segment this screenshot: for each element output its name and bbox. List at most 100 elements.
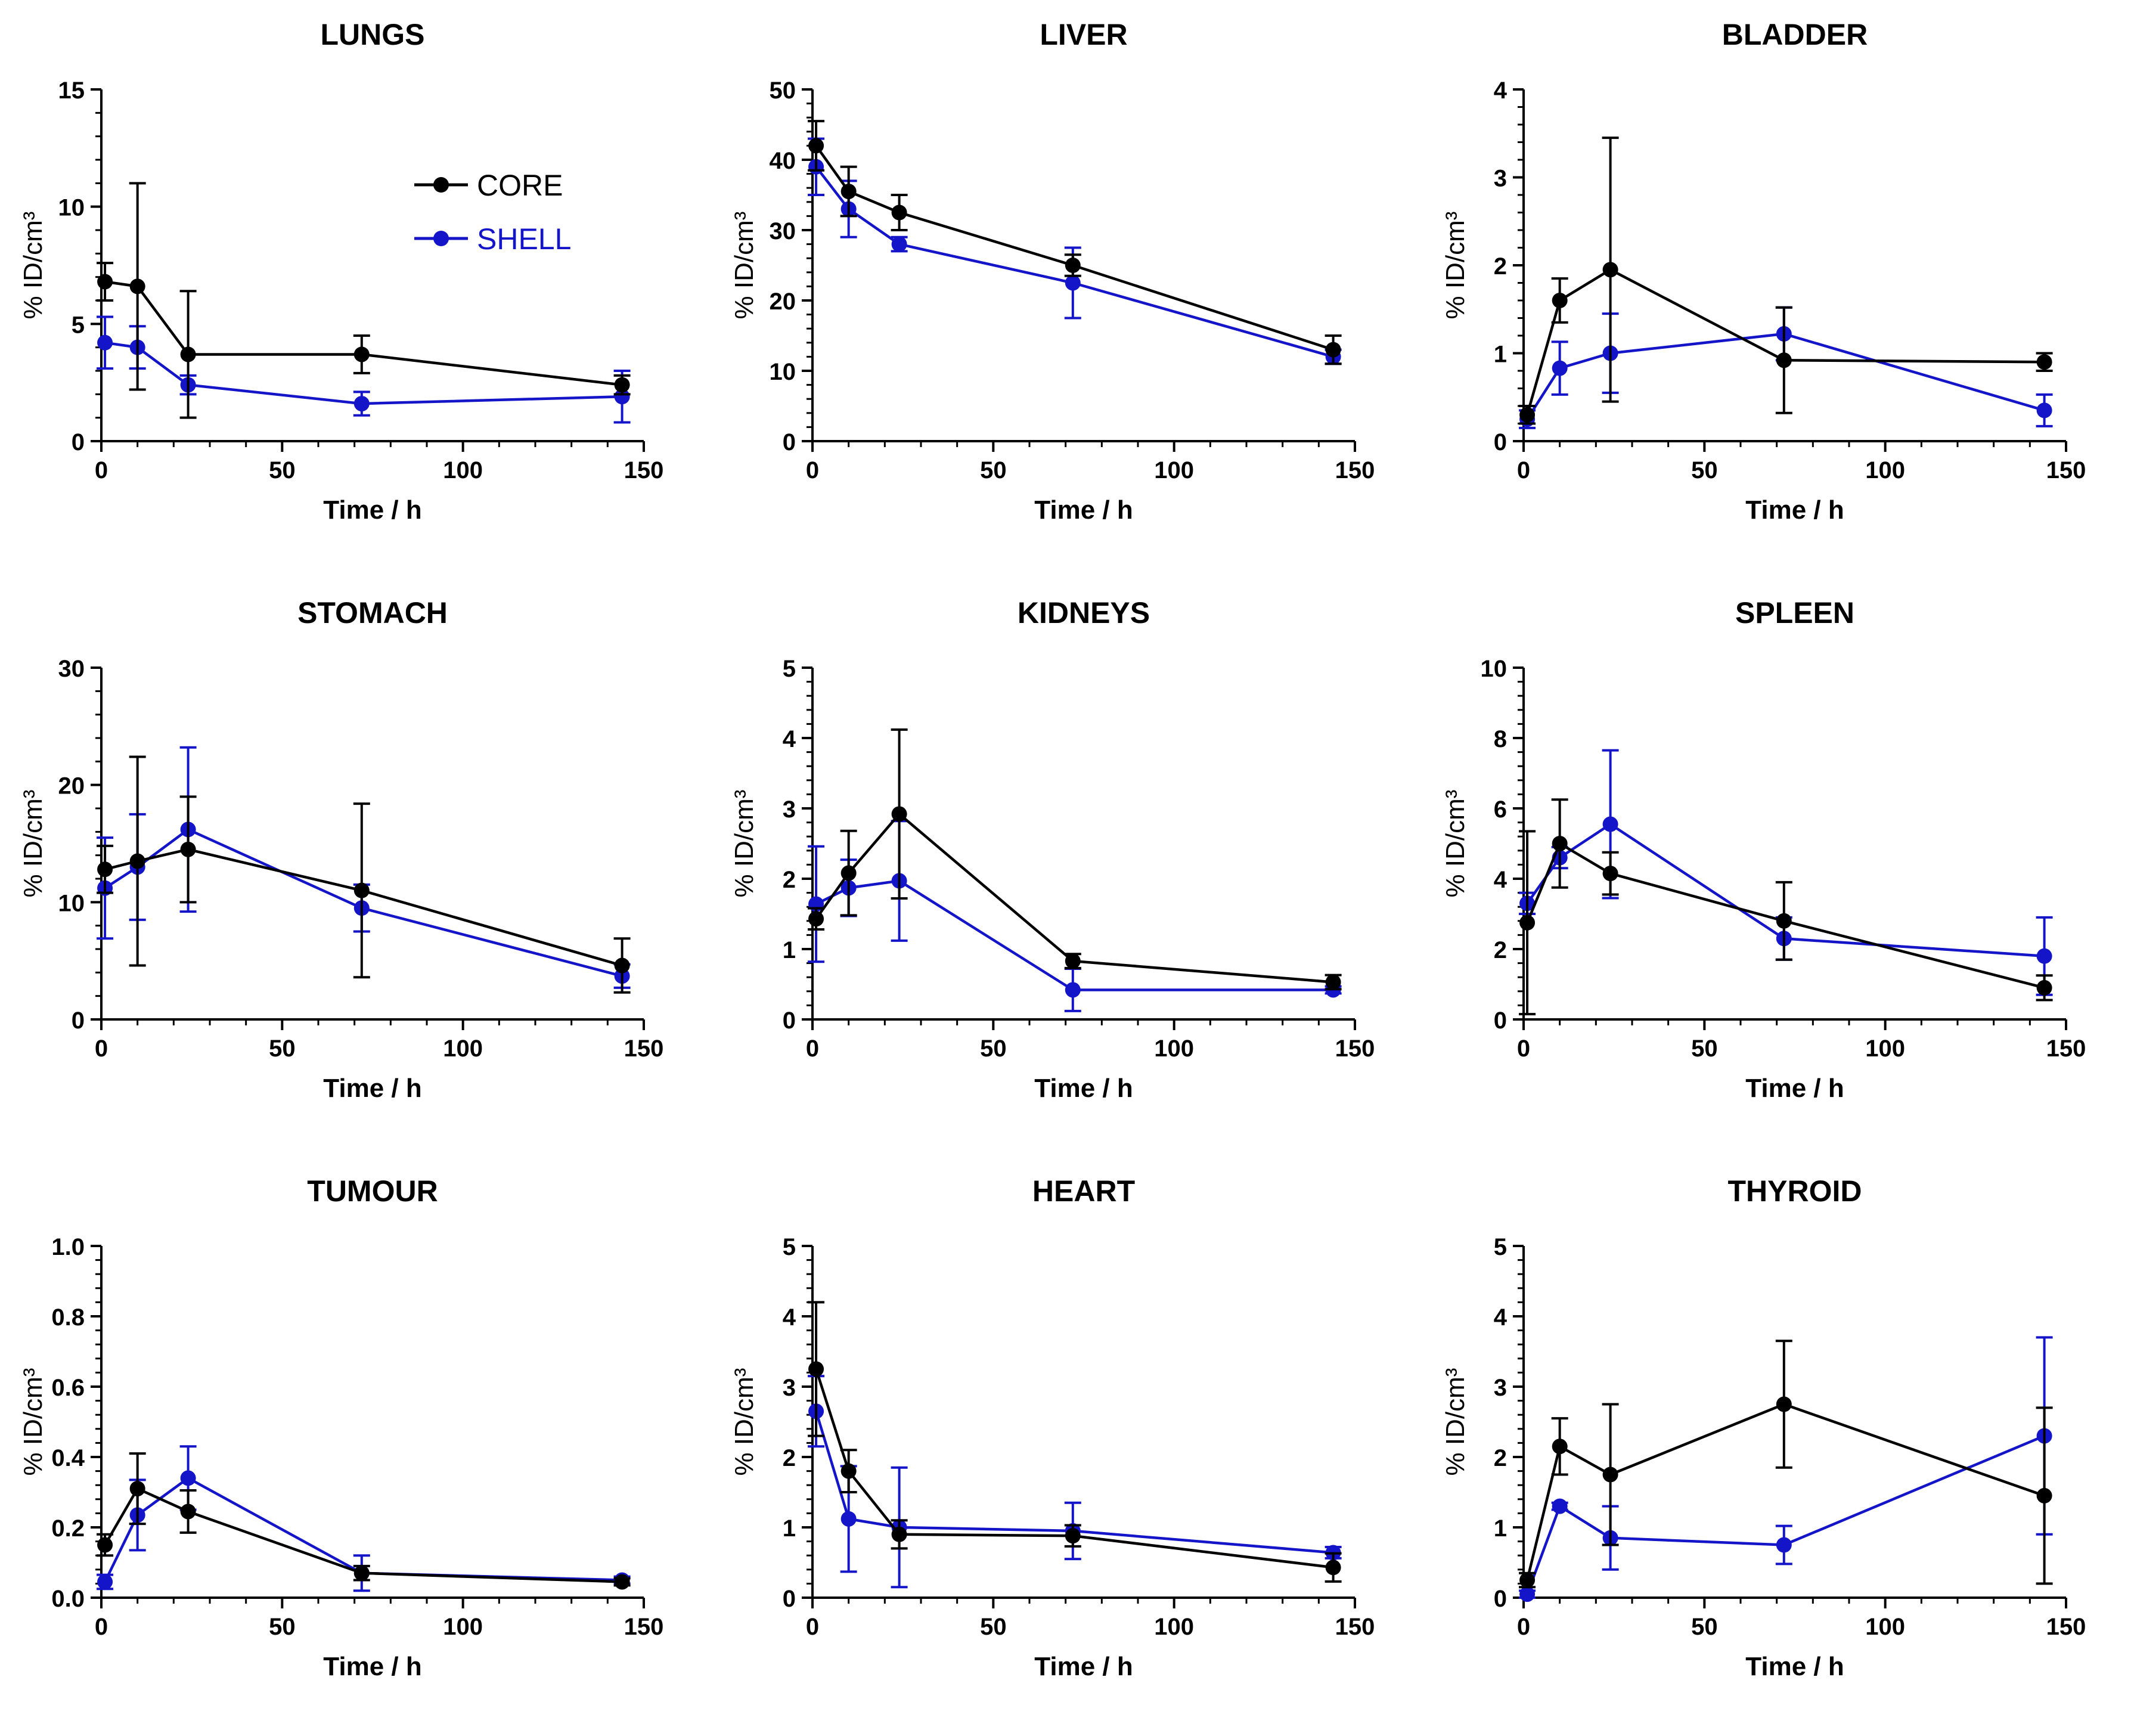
data-point-core <box>1065 258 1081 273</box>
x-tick-label: 0 <box>1517 457 1530 483</box>
data-point-core <box>1776 1396 1792 1412</box>
y-axis-label: % ID/cm³ <box>1441 1368 1470 1476</box>
y-tick-label: 50 <box>770 78 796 104</box>
y-tick-label: 1 <box>1494 1515 1507 1542</box>
chart-title: TUMOUR <box>307 1174 438 1208</box>
series-line-core <box>104 280 622 386</box>
data-point-core <box>808 138 824 154</box>
data-point-core <box>1776 352 1792 368</box>
x-tick-label: 0 <box>806 1614 819 1640</box>
chart-svg: LIVER 0 10 20 30 40 50 0 50 100 150 Time / h % ID/cm… <box>730 18 1375 525</box>
x-tick-label: 100 <box>1154 457 1194 483</box>
y-axis-label: % ID/cm³ <box>730 790 759 898</box>
y-tick-label: 0.0 <box>51 1586 85 1612</box>
panel-spleen: SPLEEN 0 2 4 6 8 10 0 50 100 150 Time / h% ID/cm³ <box>1422 578 2133 1157</box>
x-tick-label: 100 <box>443 457 483 483</box>
legend-swatch-shell <box>414 231 468 246</box>
y-tick-label: 0.6 <box>51 1375 85 1401</box>
legend: CORE SHELL <box>411 161 650 262</box>
y-tick-label: 4 <box>783 726 796 752</box>
x-tick-label: 150 <box>1335 1614 1375 1640</box>
y-tick-label: 1.0 <box>51 1234 85 1260</box>
data-point-core <box>891 204 907 221</box>
chart-title: SPLEEN <box>1735 596 1854 630</box>
y-tick-label: 0 <box>1494 1586 1507 1612</box>
legend-item-shell: SHELL <box>411 215 650 262</box>
chart-title: LIVER <box>1040 18 1127 51</box>
y-tick-label: 10 <box>58 195 85 221</box>
x-tick-label: 0 <box>95 1036 108 1062</box>
x-tick-label: 50 <box>1691 1036 1718 1062</box>
data-point-core <box>891 1526 907 1542</box>
data-point-core <box>1776 913 1792 929</box>
data-point-core <box>353 882 370 898</box>
data-point-core <box>129 853 145 869</box>
data-point-shell <box>1602 816 1618 832</box>
x-tick-label: 50 <box>269 457 296 483</box>
data-point-shell <box>2036 402 2052 418</box>
x-tick-label: 0 <box>806 457 819 483</box>
x-tick-label: 150 <box>2046 1036 2086 1062</box>
panel-liver: LIVER 0 10 20 30 40 50 0 50 100 150 Time / h % ID/cm… <box>711 0 1422 578</box>
legend-swatch-core <box>414 177 468 193</box>
y-tick-label: 4 <box>1494 1304 1508 1331</box>
data-point-core <box>353 1565 370 1581</box>
data-point-shell <box>1552 360 1568 376</box>
data-point-shell <box>891 236 907 252</box>
data-point-core <box>840 184 857 200</box>
data-point-core <box>1552 293 1568 308</box>
series-line-core <box>1525 1403 2045 1581</box>
data-point-core <box>1552 836 1568 851</box>
data-point-core <box>614 377 630 393</box>
panel-lungs: LUNGS 0 5 10 15 0 50 100 150 Time / h% ID/cm³ <box>0 0 711 578</box>
x-tick-label: 0 <box>1517 1036 1530 1062</box>
data-point-core <box>2036 979 2052 996</box>
y-tick-label: 0 <box>1494 1008 1507 1034</box>
data-point-core <box>97 1537 113 1553</box>
legend-label-shell: SHELL <box>477 222 572 256</box>
y-tick-label: 4 <box>1494 867 1508 893</box>
x-tick-label: 100 <box>1865 1036 1905 1062</box>
y-tick-label: 20 <box>58 773 85 799</box>
y-tick-label: 0 <box>783 1586 796 1612</box>
series-line-shell <box>1526 332 2045 420</box>
data-point-core <box>180 841 196 857</box>
data-point-core <box>180 346 196 362</box>
y-tick-label: 1 <box>1494 342 1507 368</box>
x-tick-label: 50 <box>1691 457 1718 483</box>
x-tick-label: 150 <box>2046 1614 2086 1640</box>
data-point-core <box>1552 1439 1568 1455</box>
legend-label-core: CORE <box>477 169 563 202</box>
panel-tumour: TUMOUR 0.0 0.2 0.4 0.6 0.8 1.0 0 50 100 150 Time / … <box>0 1157 711 1735</box>
y-axis-label: % ID/cm³ <box>1441 212 1470 320</box>
data-point-shell <box>840 1511 857 1527</box>
data-point-core <box>97 274 113 290</box>
data-point-shell <box>97 1574 113 1590</box>
y-tick-label: 2 <box>783 867 796 893</box>
y-tick-label: 15 <box>58 78 85 104</box>
data-point-core <box>840 865 857 881</box>
y-axis-label: % ID/cm³ <box>18 212 48 320</box>
x-axis-label: Time / h <box>323 1074 421 1103</box>
x-tick-label: 50 <box>1691 1614 1718 1640</box>
y-tick-label: 4 <box>1494 78 1508 104</box>
data-point-core <box>1602 262 1618 278</box>
data-point-core <box>891 806 907 822</box>
y-tick-label: 30 <box>58 656 85 682</box>
data-point-core <box>353 346 370 362</box>
x-tick-label: 50 <box>269 1614 296 1640</box>
data-point-shell <box>97 334 113 351</box>
chart-title: STOMACH <box>297 596 448 630</box>
x-tick-label: 100 <box>1154 1614 1194 1640</box>
data-point-core <box>614 957 630 974</box>
y-tick-label: 5 <box>1494 1234 1507 1260</box>
y-tick-label: 40 <box>770 148 796 174</box>
x-tick-label: 100 <box>443 1614 483 1640</box>
x-tick-label: 50 <box>269 1036 296 1062</box>
data-point-core <box>1602 866 1618 882</box>
x-tick-label: 0 <box>1517 1614 1530 1640</box>
y-tick-label: 2 <box>1494 1445 1507 1471</box>
data-point-core <box>808 1361 824 1377</box>
y-tick-label: 10 <box>58 890 85 916</box>
panel-kidneys: KIDNEYS 0 1 2 3 4 5 0 50 100 150 Time / h% ID/cm³ <box>711 578 1422 1157</box>
